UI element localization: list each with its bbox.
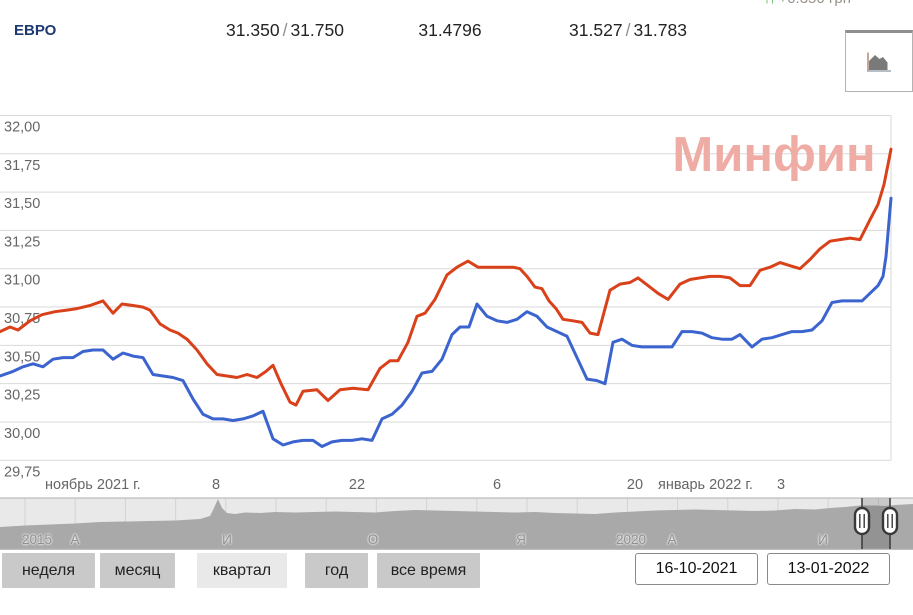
navigator-handle-right[interactable] bbox=[881, 506, 899, 536]
x-axis-label: ноябрь 2021 г. bbox=[45, 477, 141, 493]
separator: / bbox=[282, 20, 288, 40]
navigator-label: 2020 bbox=[616, 532, 646, 547]
y-axis-label: 30,50 bbox=[4, 349, 40, 365]
interbank-rate-quote: 31.527/31.783 bbox=[528, 20, 728, 41]
date-to-input[interactable] bbox=[767, 553, 890, 585]
series-line-sell-rate bbox=[0, 147, 893, 407]
y-axis-label: 31,00 bbox=[4, 273, 40, 289]
price-chart[interactable]: 32,00 31,75 31,50 31,25 31,00 30,75 30,50 30,25… bbox=[0, 0, 913, 497]
x-axis-label: 6 bbox=[493, 477, 501, 493]
navigator-label: А bbox=[667, 532, 676, 547]
navigator-handle-left[interactable] bbox=[853, 506, 871, 536]
range-button-month[interactable]: месяц bbox=[100, 553, 175, 588]
navigator-label: И bbox=[222, 532, 232, 547]
navigator-label: 2015 bbox=[22, 532, 52, 547]
rate-change-value: +0.350 грн bbox=[778, 0, 851, 7]
area-chart-icon bbox=[867, 52, 891, 72]
interbank-buy: 31.527 bbox=[569, 20, 623, 40]
separator: / bbox=[625, 20, 631, 40]
x-axis-label: 20 bbox=[627, 477, 643, 493]
x-axis-label: 8 bbox=[212, 477, 220, 493]
navigator-label: А bbox=[70, 532, 79, 547]
interbank-sell: 31.783 bbox=[633, 20, 687, 40]
cash-rate-quote: 31.350/31.750 bbox=[185, 20, 385, 41]
range-button-quarter[interactable]: квартал bbox=[197, 553, 287, 588]
chart-type-button[interactable] bbox=[845, 30, 913, 92]
x-axis-label: 3 bbox=[777, 477, 785, 493]
watermark: Минфин bbox=[672, 128, 875, 182]
y-axis-label: 31,50 bbox=[4, 196, 40, 212]
y-axis-label: 32,00 bbox=[4, 120, 40, 136]
currency-name: ЕВРО bbox=[14, 22, 57, 39]
y-axis-label: 30,00 bbox=[4, 426, 40, 442]
y-axis-label: 30,25 bbox=[4, 388, 40, 404]
navigator-label: О bbox=[368, 532, 379, 547]
range-button-alltime[interactable]: все время bbox=[377, 553, 480, 588]
cash-sell: 31.750 bbox=[290, 20, 344, 40]
y-axis-label: 30,75 bbox=[4, 311, 40, 327]
cash-buy: 31.350 bbox=[226, 20, 280, 40]
x-axis-label: 22 bbox=[349, 477, 365, 493]
x-axis-label: январь 2022 г. bbox=[658, 477, 753, 493]
series-line-buy-rate bbox=[0, 196, 893, 448]
navigator-label: И bbox=[818, 532, 828, 547]
rate-change: ↑↑ +0.350 грн bbox=[763, 0, 851, 7]
chart-navigator[interactable]: 2015 А И О Я 2020 А И bbox=[0, 497, 913, 550]
nbu-rate-quote: 31.4796 bbox=[418, 20, 482, 40]
date-from-input[interactable] bbox=[635, 553, 758, 585]
y-axis-label: 31,25 bbox=[4, 234, 40, 250]
up-arrows-icon: ↑↑ bbox=[763, 0, 776, 7]
range-button-year[interactable]: год bbox=[305, 553, 368, 588]
range-button-week[interactable]: неделя bbox=[2, 553, 95, 588]
navigator-label: Я bbox=[516, 532, 526, 547]
y-axis-label: 29,75 bbox=[4, 464, 40, 480]
navigator-area bbox=[0, 499, 913, 549]
y-axis-label: 31,75 bbox=[4, 158, 40, 174]
